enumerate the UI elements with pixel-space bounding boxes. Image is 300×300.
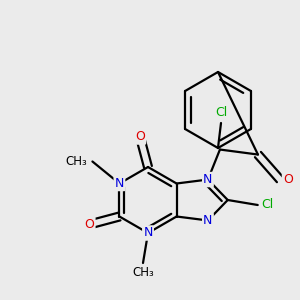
Text: O: O: [283, 173, 293, 186]
Text: O: O: [135, 130, 145, 143]
Text: N: N: [143, 226, 153, 239]
Text: N: N: [203, 214, 213, 227]
Text: CH₃: CH₃: [66, 155, 87, 168]
Text: N: N: [115, 177, 124, 190]
Text: Cl: Cl: [215, 106, 227, 119]
Text: CH₃: CH₃: [132, 266, 154, 280]
Text: O: O: [85, 218, 94, 231]
Text: Cl: Cl: [262, 199, 274, 212]
Text: N: N: [203, 173, 213, 186]
